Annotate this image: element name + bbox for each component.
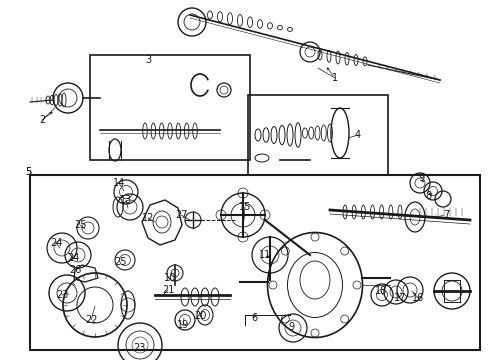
Text: 27: 27 <box>175 210 187 220</box>
Text: 21: 21 <box>162 285 174 295</box>
Text: 8: 8 <box>425 191 431 201</box>
Text: 5: 5 <box>25 167 31 177</box>
Text: 9: 9 <box>288 322 294 332</box>
Bar <box>248 95 388 175</box>
Text: 14: 14 <box>113 178 125 188</box>
Text: 15: 15 <box>239 202 251 212</box>
Text: 24: 24 <box>67 253 79 263</box>
Text: 13: 13 <box>120 195 132 205</box>
Text: 16: 16 <box>412 293 424 303</box>
Text: 9: 9 <box>418 173 424 183</box>
Text: 18: 18 <box>375 286 387 296</box>
Text: 17: 17 <box>394 293 406 303</box>
Text: 1: 1 <box>332 73 338 83</box>
Text: 6: 6 <box>251 313 257 323</box>
Text: 23: 23 <box>133 343 145 353</box>
Text: 20: 20 <box>194 311 206 321</box>
Text: 10: 10 <box>164 273 176 283</box>
Text: 24: 24 <box>50 238 62 248</box>
Bar <box>30 175 480 350</box>
Text: 5: 5 <box>25 167 31 177</box>
Text: 26: 26 <box>69 265 81 275</box>
Bar <box>90 55 250 160</box>
Text: 12: 12 <box>142 213 154 223</box>
Text: 22: 22 <box>85 315 97 325</box>
Text: 2: 2 <box>39 115 45 125</box>
Text: 23: 23 <box>56 290 68 300</box>
Text: 4: 4 <box>355 130 361 140</box>
Text: 25: 25 <box>74 220 86 230</box>
Text: 25: 25 <box>114 257 126 267</box>
Text: 19: 19 <box>177 320 189 330</box>
Text: 3: 3 <box>145 55 151 65</box>
Text: 11: 11 <box>259 250 271 260</box>
Text: 7: 7 <box>443 210 449 220</box>
